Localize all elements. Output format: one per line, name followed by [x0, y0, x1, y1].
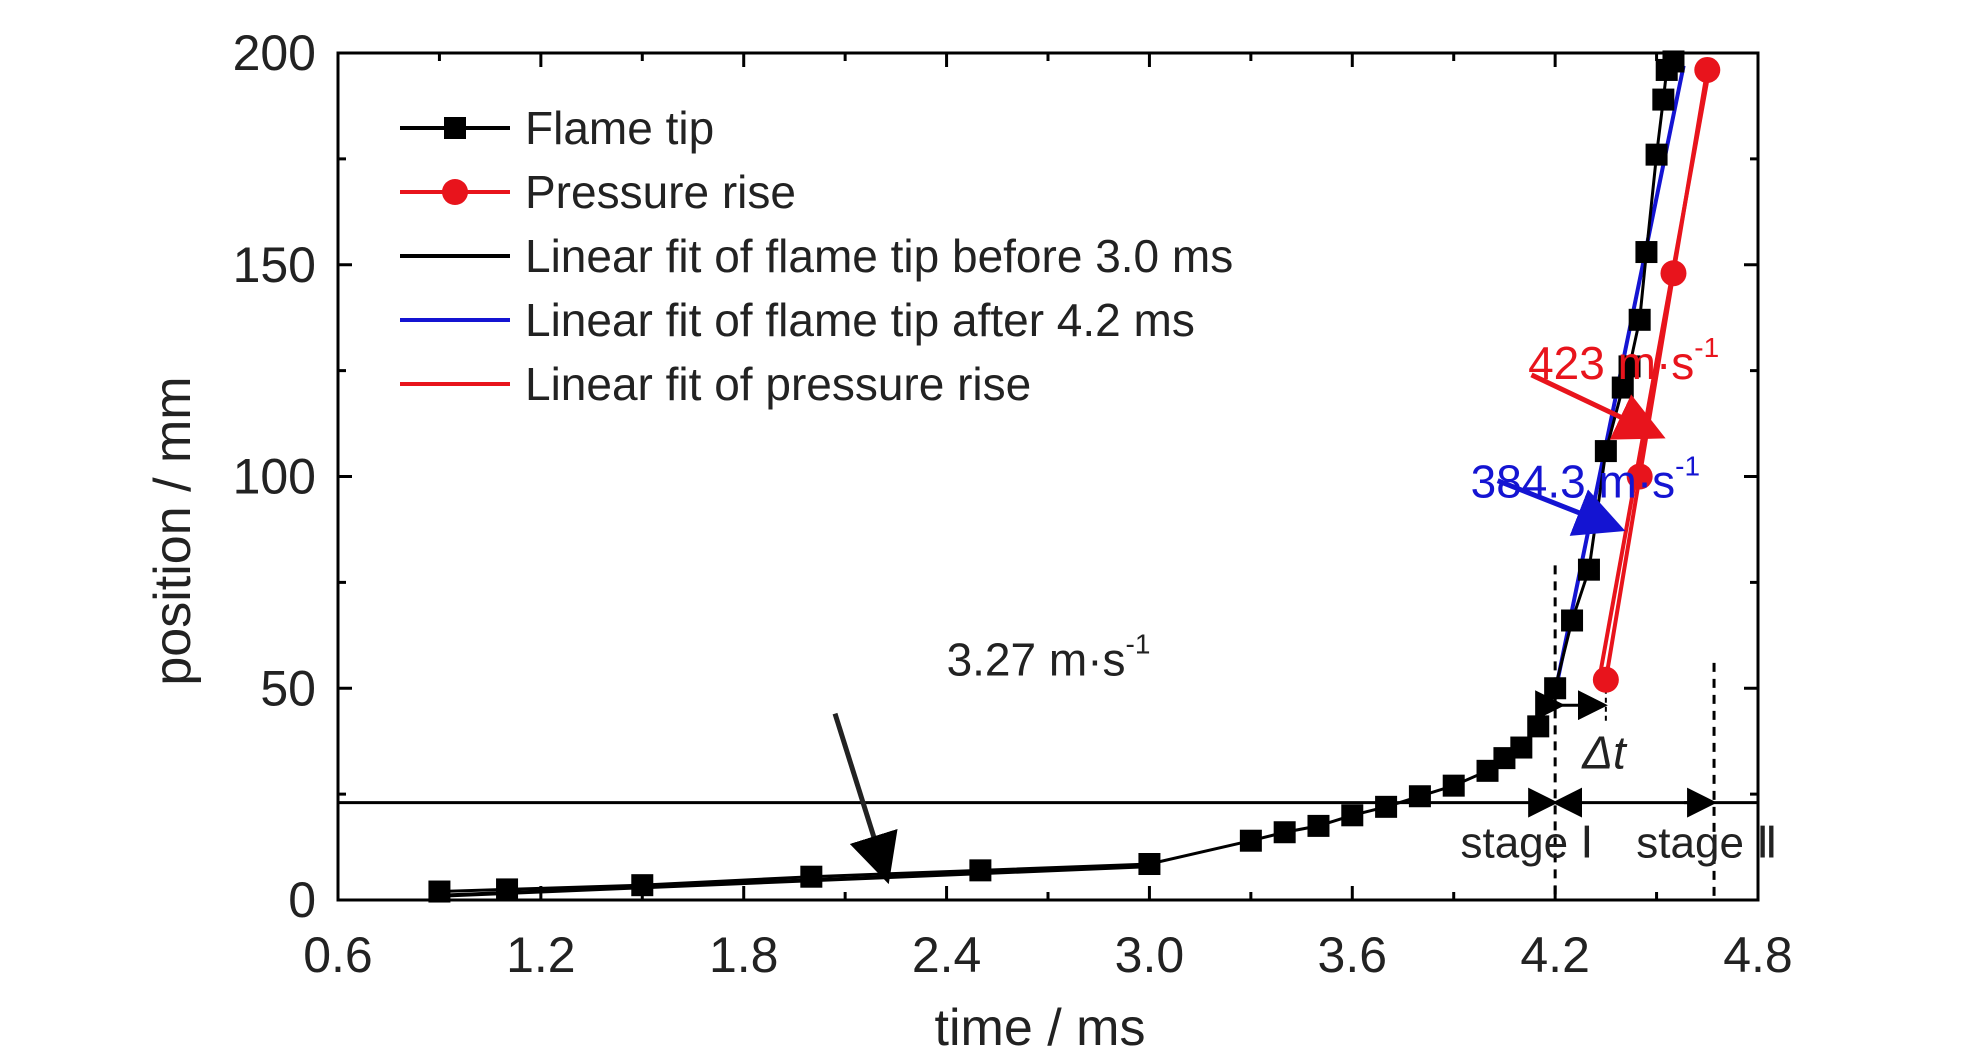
- annotation-text: 3.27 m·s-1: [947, 629, 1151, 686]
- flame-tip-point: [1611, 376, 1634, 399]
- annotation-arrow: [1530, 372, 1666, 440]
- x-tick-label: 3.6: [1318, 927, 1388, 983]
- legend-marker-square: [444, 117, 466, 139]
- flame-tip-point: [1442, 774, 1465, 797]
- annotation-text: 423 m·s-1: [1528, 332, 1719, 389]
- flame-tip-point: [1544, 677, 1567, 700]
- flame-tip-point: [1493, 747, 1516, 770]
- flame-tip-point: [428, 880, 451, 903]
- annotation-text: stage Ⅱ: [1636, 819, 1778, 868]
- x-tick-label: 3.0: [1115, 927, 1185, 983]
- legend-marker-circle: [442, 179, 468, 205]
- pressure-rise-point: [1592, 666, 1619, 693]
- annotation-arrow: [832, 712, 898, 885]
- flame-tip-point: [1628, 308, 1651, 331]
- flame-tip-point: [800, 865, 823, 888]
- annotation-delta_t: Δt: [1581, 727, 1628, 779]
- legend-item: Pressure rise: [400, 166, 796, 218]
- flame-tip-point: [1307, 814, 1330, 837]
- legend-label: Linear fit of flame tip before 3.0 ms: [525, 230, 1233, 282]
- flame-tip-point: [1594, 440, 1617, 463]
- annotation-stage2: stage Ⅱ: [1636, 819, 1778, 868]
- flame-tip-point: [1662, 50, 1685, 73]
- y-axis-title: position / mm: [144, 376, 202, 685]
- x-tick-label: 4.8: [1723, 927, 1793, 983]
- x-tick-label: 1.2: [506, 927, 576, 983]
- y-tick-label: 50: [260, 660, 316, 716]
- flame-tip-point: [1341, 804, 1364, 827]
- pressure-rise-line: [1603, 69, 1710, 681]
- legend-label: Linear fit of flame tip after 4.2 ms: [525, 294, 1195, 346]
- annotation-text: Δt: [1581, 727, 1628, 779]
- x-tick-label: 0.6: [303, 927, 373, 983]
- annotation-stage1: stage Ⅰ: [1460, 819, 1593, 868]
- annotation-text: stage Ⅰ: [1460, 819, 1593, 868]
- x-tick-label: 2.4: [912, 927, 982, 983]
- annotation-text: 384.3 m·s-1: [1471, 451, 1700, 508]
- legend-item: Linear fit of pressure rise: [400, 358, 1031, 410]
- pressure-rise-point: [1626, 463, 1653, 490]
- flame-tip-point: [1645, 143, 1668, 166]
- y-tick-label: 0: [288, 872, 316, 928]
- flame-tip-point: [1476, 759, 1499, 782]
- x-tick-label: 4.2: [1520, 927, 1590, 983]
- annotation-slope_red: 423 m·s-1: [1528, 332, 1719, 440]
- annotation-slope_early: 3.27 m·s-1: [832, 629, 1151, 885]
- flame-tip-point: [1510, 736, 1533, 759]
- legend: Flame tip Pressure rise Linear fit of flam…: [400, 102, 1233, 410]
- flame-tip-point: [1239, 829, 1262, 852]
- annotation-sup: -1: [1675, 451, 1700, 482]
- y-tick-label: 150: [233, 237, 316, 293]
- flame-tip-point: [1138, 853, 1161, 876]
- annotation-arrow: [1496, 478, 1626, 536]
- x-tick-label: 1.8: [709, 927, 779, 983]
- flame-tip-point: [1577, 558, 1600, 581]
- flame-tip-point: [496, 878, 519, 901]
- annotation-sup: -1: [1126, 629, 1151, 660]
- flame-tip-point: [1652, 88, 1675, 111]
- legend-item: Linear fit of flame tip after 4.2 ms: [400, 294, 1195, 346]
- legend-item: Flame tip: [400, 102, 714, 154]
- x-axis-title: time / ms: [935, 999, 1146, 1057]
- legend-item: Linear fit of flame tip before 3.0 ms: [400, 230, 1233, 282]
- flame-tip-point: [1375, 795, 1398, 818]
- flame-tip-point: [1635, 241, 1658, 264]
- flame-tip-point: [1408, 785, 1431, 808]
- flame-tip-point: [631, 874, 654, 897]
- flame-tip-point: [1527, 715, 1550, 738]
- flame-tip-point: [1273, 821, 1296, 844]
- legend-label: Linear fit of pressure rise: [525, 358, 1031, 410]
- flame-tip-point: [1561, 609, 1584, 632]
- fit-line: [439, 864, 1150, 898]
- flame-tip-point: [1618, 355, 1641, 378]
- annotation-sup: -1: [1694, 332, 1719, 363]
- pressure-rise-point: [1694, 56, 1721, 83]
- annotation-slope_blue: 384.3 m·s-1: [1471, 451, 1700, 536]
- legend-label: Pressure rise: [525, 166, 796, 218]
- y-tick-label: 100: [233, 449, 316, 505]
- legend-label: Flame tip: [525, 102, 714, 154]
- flame-tip-point: [969, 859, 992, 882]
- y-tick-label: 200: [233, 25, 316, 81]
- pressure-rise-point: [1660, 260, 1687, 287]
